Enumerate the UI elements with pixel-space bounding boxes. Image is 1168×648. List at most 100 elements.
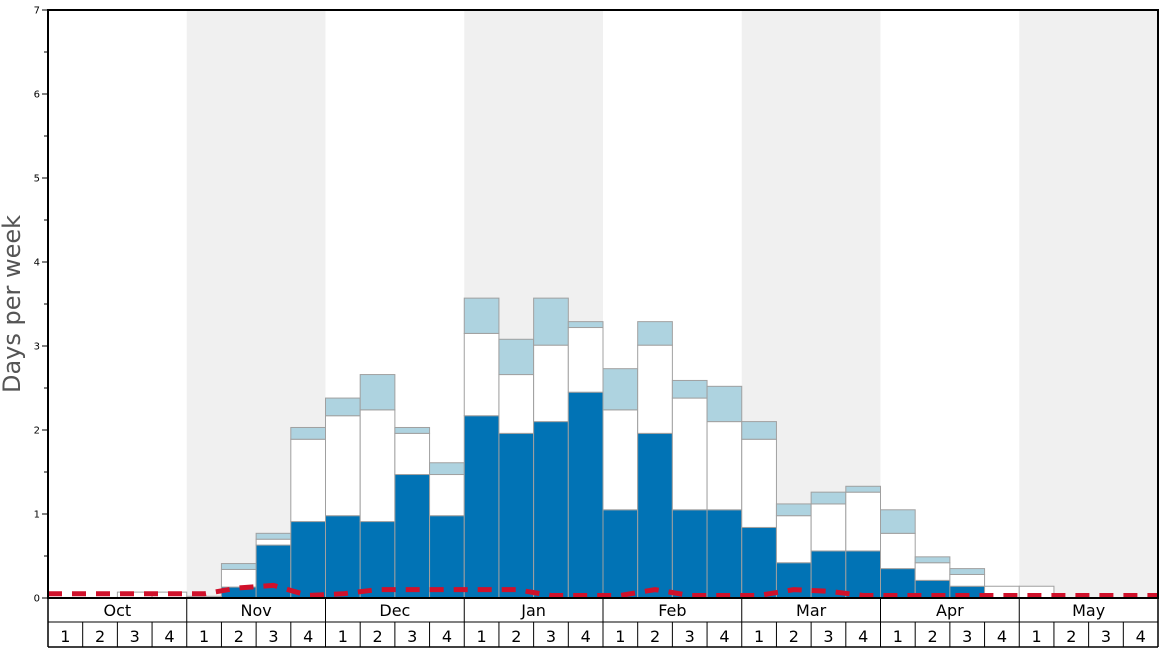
bar-segment-light-11 [429,462,465,476]
week-label: 2 [511,627,521,646]
week-label: 2 [372,627,382,646]
y-tick-label: 6 [34,90,40,101]
month-label-nov: Nov [241,601,272,620]
week-label: 4 [581,627,591,646]
bar-segment-white-19 [706,421,743,511]
bar-segment-dark-23 [845,550,881,599]
bar-segment-white-15 [567,327,604,393]
week-label: 3 [1101,627,1111,646]
y-tick-label: 1 [34,510,40,521]
bar-segment-white-21 [775,515,812,564]
week-label: 2 [1066,627,1076,646]
bar-segment-dark-9 [359,521,396,599]
month-label-jan: Jan [520,601,546,620]
month-band-may [1019,10,1158,598]
week-label: 2 [95,627,105,646]
bar-segment-dark-14 [533,421,569,599]
bars [116,297,1055,599]
month-label-mar: Mar [796,601,827,620]
week-label: 3 [685,627,695,646]
bar-segment-white-18 [671,397,708,511]
bar-segment-white-14 [533,344,569,423]
bar-segment-dark-19 [706,509,743,599]
bar-segment-light-15 [567,321,604,329]
bar-segment-dark-21 [775,562,812,599]
bar-segment-white-22 [810,503,847,552]
y-tick-label: 2 [34,426,40,437]
week-label: 2 [650,627,660,646]
week-label: 1 [1032,627,1042,646]
bar-segment-dark-12 [463,415,500,599]
month-label-dec: Dec [379,601,410,620]
week-label: 2 [234,627,244,646]
bar-segment-dark-10 [394,474,431,599]
week-label: 4 [303,627,313,646]
x-axis: Oct 1 2 3 4 Nov 1 2 3 4 Dec 1 2 3 4 Jan 1 2 3 4 Feb 1 2 3 4 Mar 1 2… [47,598,1159,648]
week-label: 4 [997,627,1007,646]
bar-segment-light-12 [463,297,500,334]
week-label: 1 [754,627,764,646]
y-axis: 0 1 2 3 4 5 6 7 [34,6,48,605]
bar-segment-white-12 [463,332,500,417]
bar-segment-dark-8 [325,515,361,599]
bar-segment-white-8 [325,415,361,517]
bar-segment-light-21 [775,503,812,517]
bar-segment-light-14 [533,297,569,346]
y-axis-title: Days per week [0,215,26,393]
month-label-apr: Apr [936,601,964,620]
bar-segment-white-9 [359,409,396,523]
bar-segment-white-20 [741,438,777,528]
y-tick-label: 0 [34,594,40,605]
month-label-may: May [1072,601,1105,620]
week-label: 3 [130,627,140,646]
bar-segment-light-18 [671,379,708,399]
bar-segment-light-7 [290,426,326,440]
bar-segment-dark-15 [567,391,604,599]
week-label: 3 [962,627,972,646]
bar-segment-light-19 [706,385,743,423]
bar-segment-dark-18 [671,509,708,599]
week-label: 1 [60,627,70,646]
bar-segment-white-25 [914,562,951,581]
bar-segment-light-13 [498,338,535,376]
week-label: 1 [893,627,903,646]
bar-segment-white-24 [880,532,916,570]
bar-segment-white-16 [602,409,639,511]
week-label: 3 [268,627,278,646]
week-label: 1 [477,627,487,646]
week-label: 4 [1136,627,1146,646]
bar-segment-light-8 [325,397,361,417]
week-label: 4 [719,627,729,646]
week-label: 1 [199,627,209,646]
bar-segment-dark-20 [741,526,777,599]
week-label: 2 [927,627,937,646]
bar-segment-white-13 [498,374,535,434]
week-label: 1 [615,627,625,646]
bar-segment-light-10 [394,426,431,434]
bar-segment-white-6 [255,538,292,546]
y-tick-label: 3 [34,342,40,353]
bar-segment-dark-7 [290,521,326,599]
bar-segment-light-5 [220,563,257,570]
week-label: 4 [442,627,452,646]
bar-segment-white-17 [637,344,673,434]
bar-segment-light-24 [880,509,916,534]
bar-segment-white-5 [220,568,257,588]
month-label-oct: Oct [104,601,132,620]
week-label: 1 [338,627,348,646]
bar-segment-white-23 [845,491,881,552]
week-label: 3 [407,627,417,646]
week-label: 3 [823,627,833,646]
bar-segment-white-7 [290,438,326,523]
bar-segment-white-11 [429,474,465,517]
week-label: 2 [789,627,799,646]
bar-segment-dark-13 [498,432,535,599]
bar-segment-light-22 [810,491,847,505]
bar-segment-dark-16 [602,509,639,599]
week-label: 4 [164,627,174,646]
bar-segment-white-26 [949,573,986,587]
plot-frame [47,9,1159,599]
bar-segment-light-23 [845,485,881,493]
y-tick-label: 7 [34,6,40,17]
